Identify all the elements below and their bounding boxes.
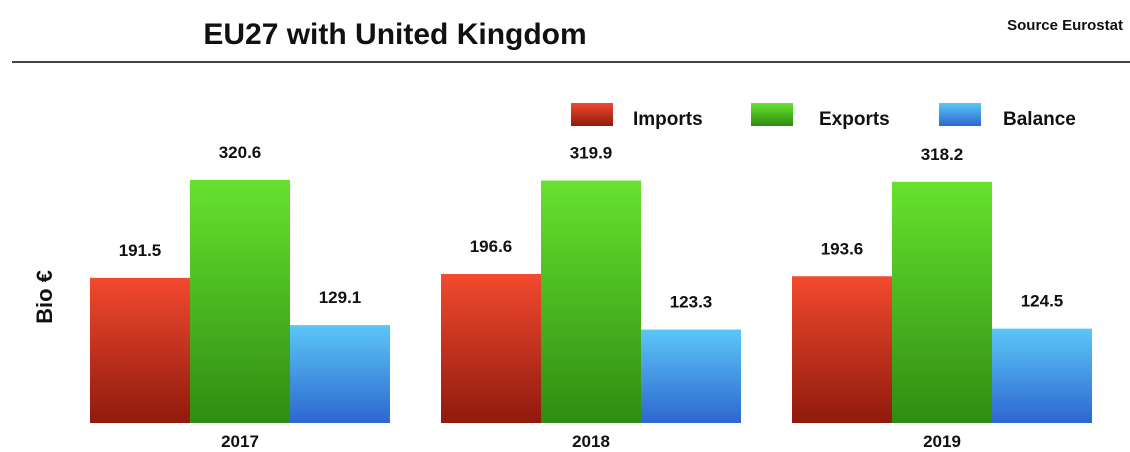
legend-swatch-imports bbox=[571, 103, 613, 126]
bar-exports-2018 bbox=[541, 180, 641, 423]
data-label-exports-2017: 320.6 bbox=[219, 143, 262, 162]
x-tick-2018: 2018 bbox=[572, 432, 610, 451]
bar-balance-2018 bbox=[641, 329, 741, 423]
bar-exports-2017 bbox=[190, 180, 290, 423]
bar-balance-2019 bbox=[992, 328, 1092, 423]
data-label-imports-2017: 191.5 bbox=[119, 241, 162, 260]
bars bbox=[90, 180, 1092, 423]
bar-balance-2017 bbox=[290, 325, 390, 423]
bar-imports-2019 bbox=[792, 276, 892, 423]
x-tick-2017: 2017 bbox=[221, 432, 259, 451]
chart-source: Source Eurostat bbox=[1007, 17, 1123, 34]
bar-imports-2017 bbox=[90, 277, 190, 423]
chart-title: EU27 with United Kingdom bbox=[203, 18, 586, 51]
data-label-exports-2019: 318.2 bbox=[921, 145, 964, 164]
bar-imports-2018 bbox=[441, 273, 541, 423]
data-label-imports-2019: 193.6 bbox=[821, 239, 864, 258]
legend-label-balance: Balance bbox=[1003, 109, 1076, 130]
legend: Imports Exports Balance bbox=[571, 103, 1076, 130]
data-label-exports-2018: 319.9 bbox=[570, 144, 613, 163]
data-label-imports-2018: 196.6 bbox=[470, 237, 513, 256]
data-labels: 191.5 320.6 129.1 196.6 319.9 123.3 193.6 318.2… bbox=[119, 143, 1064, 312]
y-axis-label: Bio € bbox=[32, 270, 57, 324]
data-label-balance-2018: 123.3 bbox=[670, 293, 713, 312]
x-tick-2019: 2019 bbox=[923, 432, 961, 451]
legend-swatch-exports bbox=[751, 103, 793, 126]
legend-label-exports: Exports bbox=[819, 109, 890, 130]
data-label-balance-2019: 124.5 bbox=[1021, 292, 1064, 311]
bar-exports-2019 bbox=[892, 181, 992, 423]
legend-swatch-balance bbox=[939, 103, 981, 126]
x-tick-labels: 2017 2018 2019 bbox=[221, 432, 961, 451]
legend-label-imports: Imports bbox=[633, 109, 703, 130]
data-label-balance-2017: 129.1 bbox=[319, 288, 362, 307]
